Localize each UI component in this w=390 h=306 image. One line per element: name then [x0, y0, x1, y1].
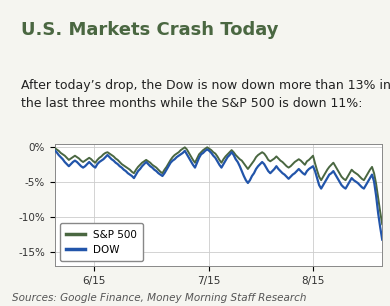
Text: After today’s drop, the Dow is now down more than 13% in
the last three months w: After today’s drop, the Dow is now down …: [21, 79, 390, 110]
Legend: S&P 500, DOW: S&P 500, DOW: [60, 223, 143, 261]
Text: Sources: Google Finance, Money Morning Staff Research: Sources: Google Finance, Money Morning S…: [12, 293, 306, 303]
Text: U.S. Markets Crash Today: U.S. Markets Crash Today: [21, 21, 279, 39]
